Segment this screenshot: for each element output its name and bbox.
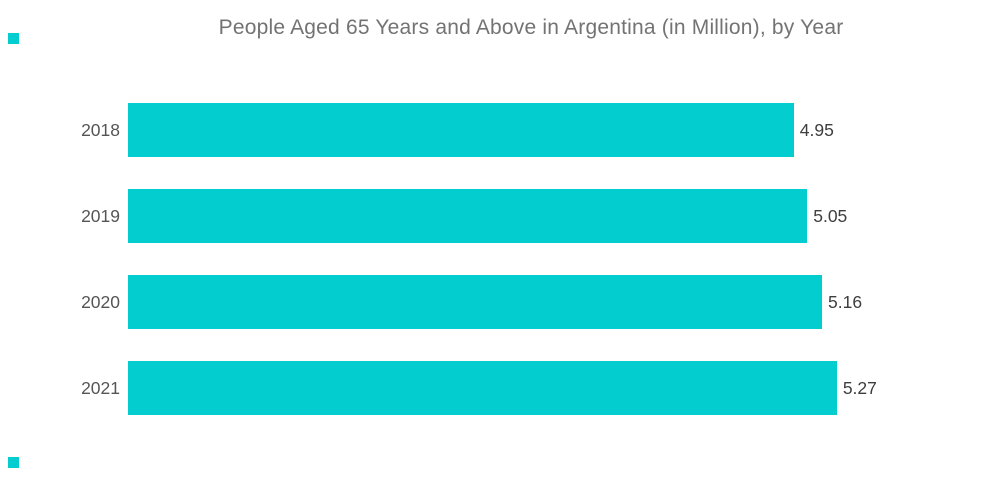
bar-row: 2019 5.05: [0, 173, 1000, 259]
category-label: 2020: [81, 291, 120, 312]
corner-mark-bottom-left: [8, 457, 19, 468]
bar: [128, 103, 794, 157]
bar: [128, 275, 823, 329]
corner-mark-top-left: [8, 33, 19, 44]
value-label: 5.05: [813, 205, 848, 226]
category-label: 2019: [81, 205, 120, 226]
value-label: 4.95: [799, 119, 834, 140]
bar-row: 2021 5.27: [0, 345, 1000, 431]
chart-title: People Aged 65 Years and Above in Argent…: [218, 16, 844, 39]
bar: [128, 361, 837, 415]
plot-area: 2018 4.95 2019 5.05 2020 5.16 2021 5.27: [0, 87, 1000, 431]
bar-row: 2020 5.16: [0, 259, 1000, 345]
value-label: 5.16: [828, 291, 863, 312]
value-label: 5.27: [842, 377, 877, 398]
category-label: 2021: [81, 377, 120, 398]
bar-row: 2018 4.95: [0, 87, 1000, 173]
bar: [128, 189, 808, 243]
category-label: 2018: [81, 119, 120, 140]
